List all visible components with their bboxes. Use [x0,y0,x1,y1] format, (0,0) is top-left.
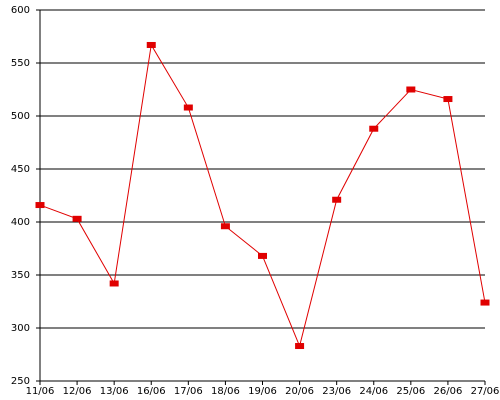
y-tick-label: 550 [11,58,30,69]
data-point [369,125,379,132]
data-point [35,202,45,209]
y-tick-label: 450 [11,164,30,175]
x-tick-label: 26/06 [434,386,463,397]
x-tick-label: 27/06 [471,386,500,397]
y-tick-label: 600 [11,5,30,16]
data-point [146,41,156,48]
data-point [72,215,82,222]
x-tick-label: 16/06 [137,386,166,397]
data-line [39,43,486,348]
x-tick-label: 13/06 [100,386,129,397]
y-tick-label: 350 [11,270,30,281]
data-point [183,104,193,111]
y-tick-label: 400 [11,217,30,228]
data-point [332,196,342,203]
y-tick-label: 250 [11,376,30,387]
x-tick-label: 17/06 [174,386,203,397]
data-point [258,252,267,259]
x-tick-label: 24/06 [359,386,388,397]
x-tick-label: 12/06 [63,386,92,397]
data-point [295,343,305,350]
y-tick-label: 300 [11,323,30,334]
x-tick-label: 18/06 [211,386,240,397]
y-tick-label: 500 [11,111,30,122]
data-point [480,299,490,306]
data-point [220,223,230,230]
x-tick-label: 23/06 [322,386,351,397]
data-point [443,96,453,103]
x-tick-label: 25/06 [396,386,425,397]
data-point [109,280,119,287]
data-point [406,86,416,93]
x-tick-label: 20/06 [285,386,314,397]
x-tick-label: 19/06 [248,386,277,397]
x-tick-label: 11/06 [26,386,55,397]
